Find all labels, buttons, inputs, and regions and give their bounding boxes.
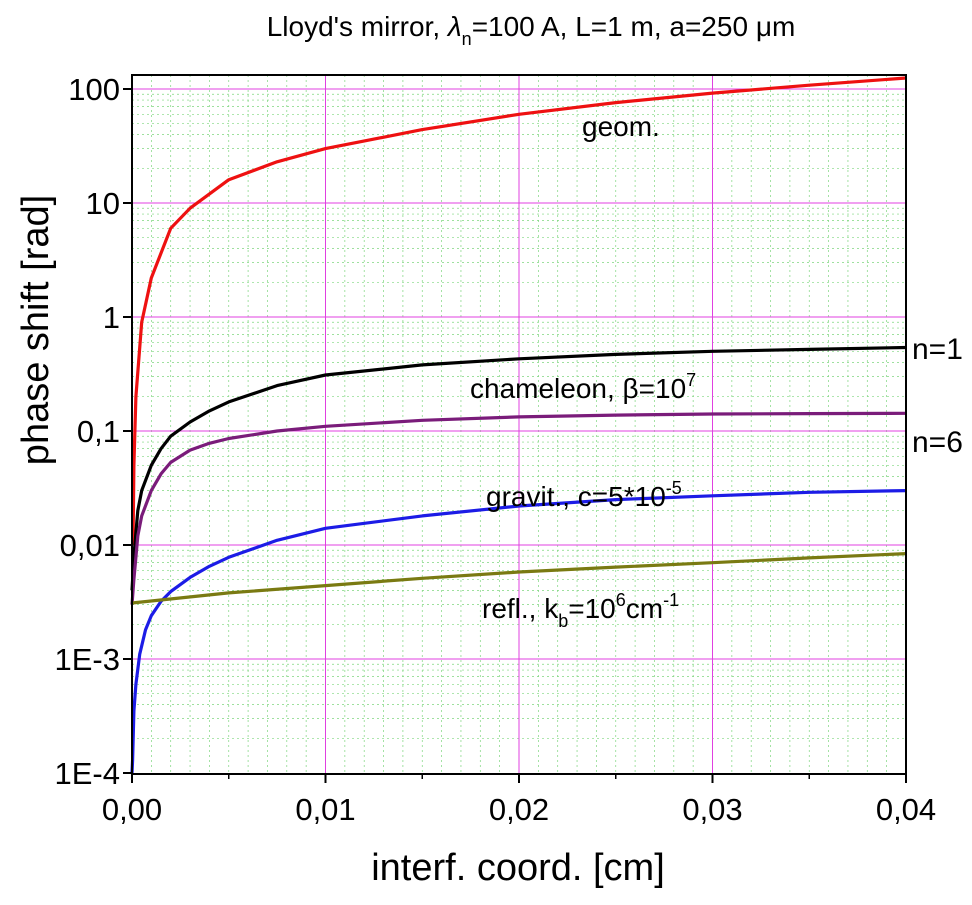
x-axis-ticks: 0,00 0,01 0,02 0,03 0,04 xyxy=(102,774,936,827)
major-grid xyxy=(132,75,906,774)
annotation-geom: geom. xyxy=(582,111,660,142)
series-label-n1: n=1 xyxy=(912,333,963,366)
x-tick-label: 0,00 xyxy=(102,792,162,827)
x-tick-label: 0,04 xyxy=(876,792,936,827)
series-line-n6 xyxy=(130,411,907,605)
series-line-gravit xyxy=(130,489,907,774)
y-axis-ticks: 1E-4 1E-3 0,01 0,1 1 10 100 xyxy=(55,72,132,791)
y-tick-label: 1E-3 xyxy=(55,642,120,677)
chart-title: Lloyd's mirror, λn=100 A, L=1 m, a=250 μ… xyxy=(267,11,796,49)
y-tick-label: 1 xyxy=(103,300,120,335)
x-tick-label: 0,01 xyxy=(295,792,355,827)
annotation-gravit: gravit., c=5*10-5 xyxy=(486,478,682,512)
x-tick-label: 0,03 xyxy=(682,792,742,827)
annotation-chameleon: chameleon, β=107 xyxy=(470,370,696,404)
y-tick-label: 1E-4 xyxy=(55,756,120,791)
y-axis-title: phase shift [rad] xyxy=(15,195,57,465)
x-axis-title: interf. coord. [cm] xyxy=(371,847,665,889)
series-line-refl xyxy=(131,552,907,605)
y-tick-label: 0,01 xyxy=(60,528,120,563)
y-tick-label: 0,1 xyxy=(77,414,120,449)
series-line-geom xyxy=(131,76,907,546)
series-line-n1 xyxy=(130,345,907,591)
series-layer xyxy=(130,76,907,774)
annotation-refl: refl., kb=106cm-1 xyxy=(482,590,679,631)
y-tick-label: 10 xyxy=(86,186,120,221)
series-label-n6: n=6 xyxy=(912,426,963,459)
x-tick-label: 0,02 xyxy=(489,792,549,827)
y-tick-label: 100 xyxy=(68,72,120,107)
